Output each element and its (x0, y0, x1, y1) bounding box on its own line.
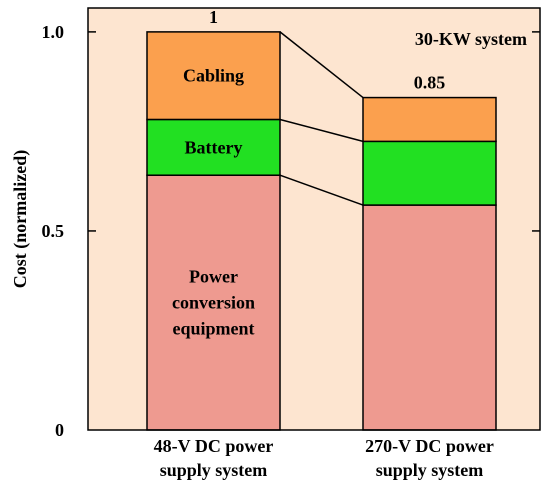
bars (146, 31, 497, 431)
segment-label-power: Power conversion equipment (172, 267, 255, 339)
x-tick-label-0: 48-V DC power supply system (154, 436, 274, 480)
y-tick-label-2: 1.0 (42, 22, 65, 42)
total-label-0: 1 (209, 7, 218, 27)
y-axis-label: Cost (normalized) (10, 150, 31, 288)
system-annotation: 30-KW system (415, 29, 527, 49)
connector-line-3 (279, 31, 364, 99)
segment-label-line: Cabling (183, 66, 244, 86)
bar-battery-0 (146, 118, 281, 176)
connector-line-1 (279, 174, 364, 206)
x-tick-label-1: 270-V DC power supply system (365, 436, 494, 480)
segment-label-line: Power (189, 267, 238, 287)
segment-label-line: Battery (185, 137, 243, 157)
bar-power-1 (362, 204, 497, 431)
bar-battery-1 (362, 140, 497, 206)
x-tick-label-line: 270-V DC power (365, 436, 494, 456)
x-tick-label-line: 48-V DC power (154, 436, 274, 456)
segment-label-cabling: Cabling (183, 66, 244, 86)
y-tick-label-0: 0 (55, 420, 64, 440)
connector-line-2 (279, 118, 364, 143)
total-label-1: 0.85 (414, 73, 446, 93)
bar-cabling-1 (362, 96, 497, 143)
y-tick-label-1: 0.5 (42, 221, 65, 241)
x-tick-label-line: supply system (160, 460, 268, 480)
y-axis: 0 0.5 1.0 (42, 22, 540, 440)
segment-label-line: conversion (172, 293, 255, 313)
total-labels: 10.85 (209, 7, 445, 93)
bar-cabling-0 (146, 31, 281, 121)
segment-label-line: equipment (172, 319, 254, 339)
plot-frame (87, 7, 541, 431)
connector-lines (279, 31, 364, 206)
segment-label-battery: Battery (185, 137, 243, 157)
segment-labels: Power conversion equipment Battery Cabling (172, 66, 255, 339)
x-tick-label-line: supply system (376, 460, 484, 480)
